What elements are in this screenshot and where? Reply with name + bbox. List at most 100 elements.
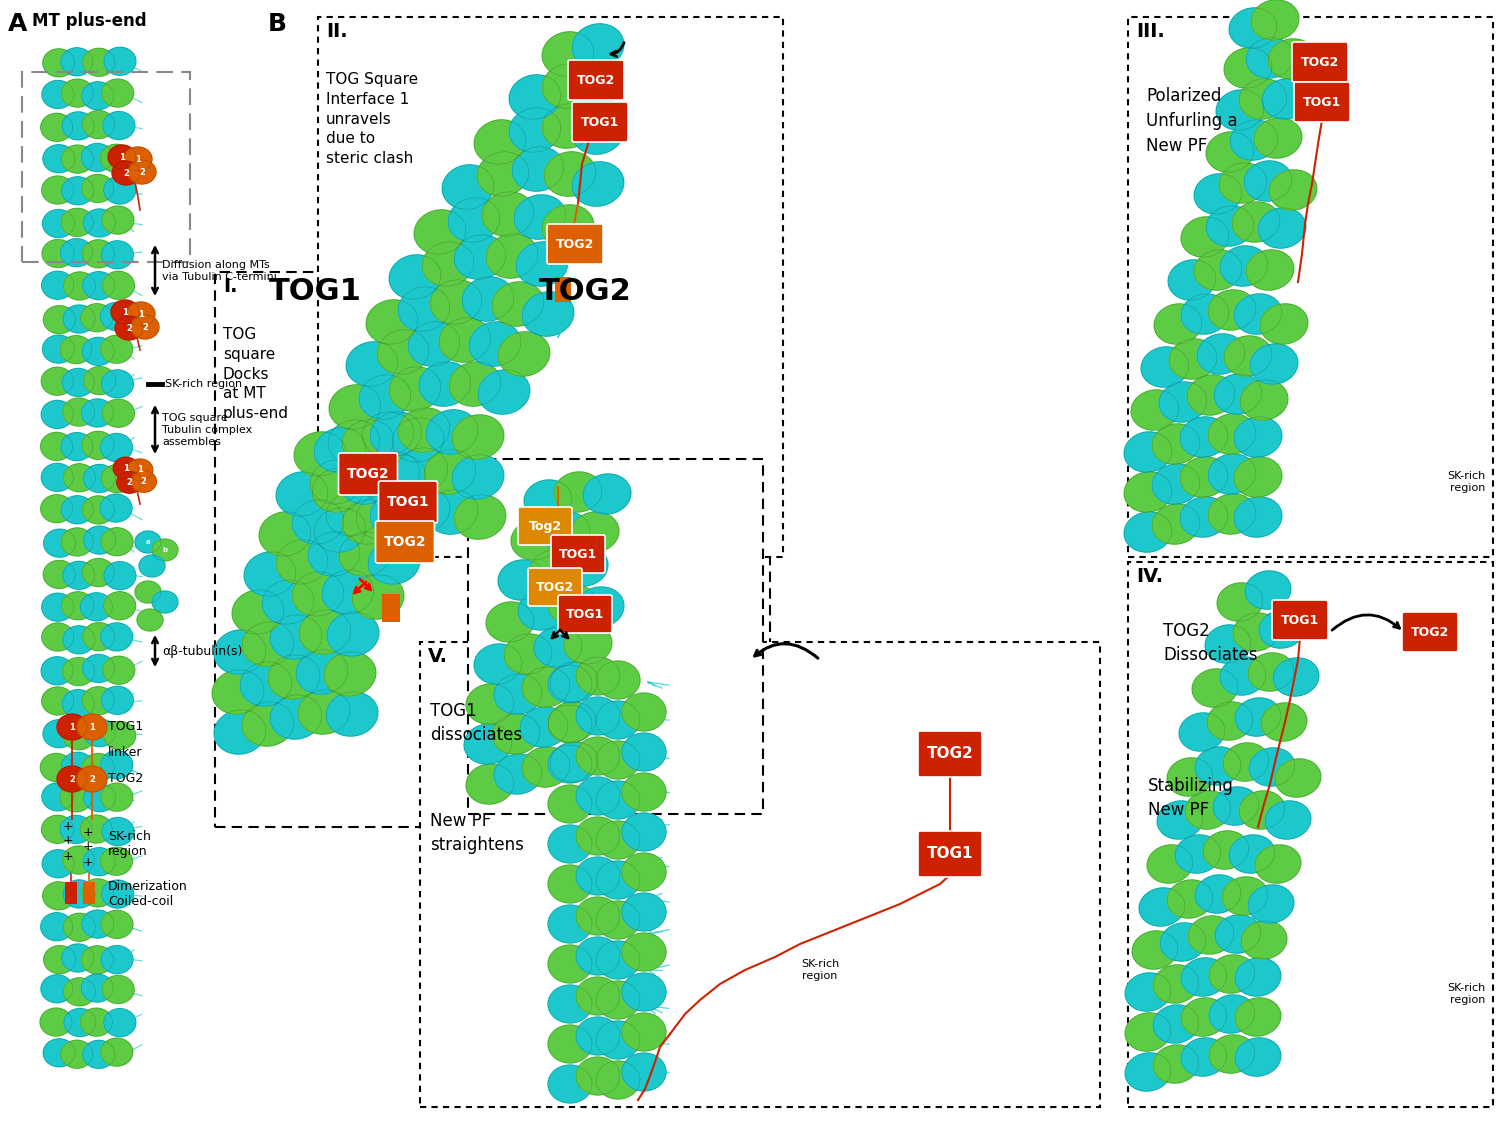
Ellipse shape — [548, 705, 592, 743]
Ellipse shape — [40, 432, 72, 460]
Ellipse shape — [81, 946, 114, 974]
Text: Tog2: Tog2 — [528, 519, 561, 533]
Ellipse shape — [102, 880, 134, 908]
Ellipse shape — [1160, 381, 1208, 422]
Ellipse shape — [548, 785, 592, 824]
Ellipse shape — [486, 233, 538, 278]
Text: Diffusion along MTs
via Tubulin C-termini: Diffusion along MTs via Tubulin C-termin… — [162, 260, 278, 282]
Ellipse shape — [1167, 880, 1214, 918]
Ellipse shape — [76, 714, 106, 741]
Ellipse shape — [1154, 304, 1202, 344]
Ellipse shape — [81, 1009, 112, 1036]
Ellipse shape — [498, 332, 550, 376]
Ellipse shape — [430, 279, 482, 324]
Ellipse shape — [466, 684, 514, 724]
Ellipse shape — [44, 145, 75, 173]
Ellipse shape — [135, 531, 160, 553]
Ellipse shape — [1220, 656, 1266, 696]
Ellipse shape — [112, 160, 140, 185]
Ellipse shape — [328, 385, 381, 430]
Ellipse shape — [1234, 497, 1282, 537]
Ellipse shape — [1250, 748, 1294, 787]
Text: SK-rich region: SK-rich region — [165, 379, 242, 389]
Ellipse shape — [244, 552, 296, 596]
Ellipse shape — [1174, 835, 1221, 873]
Ellipse shape — [100, 847, 132, 875]
Ellipse shape — [102, 79, 134, 107]
Ellipse shape — [1204, 625, 1251, 663]
Ellipse shape — [576, 778, 620, 815]
Ellipse shape — [1180, 997, 1227, 1036]
Ellipse shape — [548, 905, 592, 942]
Ellipse shape — [542, 205, 594, 249]
FancyBboxPatch shape — [558, 595, 612, 633]
Ellipse shape — [1269, 169, 1317, 210]
Ellipse shape — [1251, 0, 1299, 40]
Ellipse shape — [63, 690, 94, 718]
Ellipse shape — [42, 335, 75, 364]
Ellipse shape — [344, 452, 396, 496]
Ellipse shape — [298, 610, 351, 654]
Ellipse shape — [576, 1057, 620, 1095]
Ellipse shape — [130, 315, 159, 339]
Ellipse shape — [596, 701, 640, 739]
Ellipse shape — [509, 75, 561, 119]
Ellipse shape — [622, 813, 666, 850]
Ellipse shape — [530, 550, 578, 590]
Ellipse shape — [1209, 1034, 1255, 1073]
Bar — [82, 882, 94, 904]
Ellipse shape — [370, 491, 422, 536]
Ellipse shape — [42, 176, 74, 204]
Ellipse shape — [518, 590, 566, 631]
Ellipse shape — [398, 407, 450, 452]
Ellipse shape — [622, 773, 666, 811]
Text: TOG2: TOG2 — [346, 467, 390, 481]
Ellipse shape — [1194, 250, 1242, 291]
FancyBboxPatch shape — [1294, 82, 1350, 122]
Ellipse shape — [1180, 497, 1228, 537]
Ellipse shape — [44, 1039, 75, 1067]
Ellipse shape — [462, 277, 514, 321]
Ellipse shape — [242, 622, 294, 666]
Ellipse shape — [1203, 831, 1249, 870]
Ellipse shape — [522, 666, 570, 707]
Ellipse shape — [596, 781, 640, 819]
Ellipse shape — [414, 210, 466, 255]
Ellipse shape — [62, 944, 94, 972]
Ellipse shape — [1131, 389, 1179, 430]
Ellipse shape — [42, 816, 74, 844]
Ellipse shape — [622, 973, 666, 1011]
Ellipse shape — [104, 1009, 136, 1037]
Ellipse shape — [82, 654, 114, 682]
FancyBboxPatch shape — [568, 59, 624, 100]
Ellipse shape — [1152, 424, 1200, 465]
Ellipse shape — [62, 145, 93, 173]
Ellipse shape — [62, 528, 93, 555]
Ellipse shape — [44, 305, 75, 333]
Bar — [214, 272, 770, 827]
Text: SK-rich
region: SK-rich region — [801, 959, 838, 981]
Ellipse shape — [102, 975, 134, 1003]
Ellipse shape — [1188, 916, 1234, 954]
Ellipse shape — [314, 427, 366, 472]
Ellipse shape — [1206, 132, 1254, 172]
Ellipse shape — [326, 692, 378, 736]
Ellipse shape — [486, 601, 534, 642]
Ellipse shape — [63, 561, 94, 589]
Ellipse shape — [560, 546, 608, 586]
Ellipse shape — [62, 177, 93, 204]
Bar — [318, 17, 783, 557]
Text: 1: 1 — [69, 723, 75, 732]
Ellipse shape — [492, 282, 544, 327]
Ellipse shape — [100, 494, 132, 522]
Ellipse shape — [63, 463, 96, 491]
Ellipse shape — [1214, 787, 1258, 825]
Ellipse shape — [102, 399, 135, 427]
Ellipse shape — [1194, 174, 1242, 214]
Ellipse shape — [596, 981, 640, 1019]
Ellipse shape — [596, 941, 640, 980]
Bar — [468, 459, 764, 813]
Ellipse shape — [63, 657, 94, 686]
Text: TOG2
Dissociates: TOG2 Dissociates — [1162, 622, 1257, 663]
Text: SK-rich
region: SK-rich region — [1446, 983, 1485, 1005]
